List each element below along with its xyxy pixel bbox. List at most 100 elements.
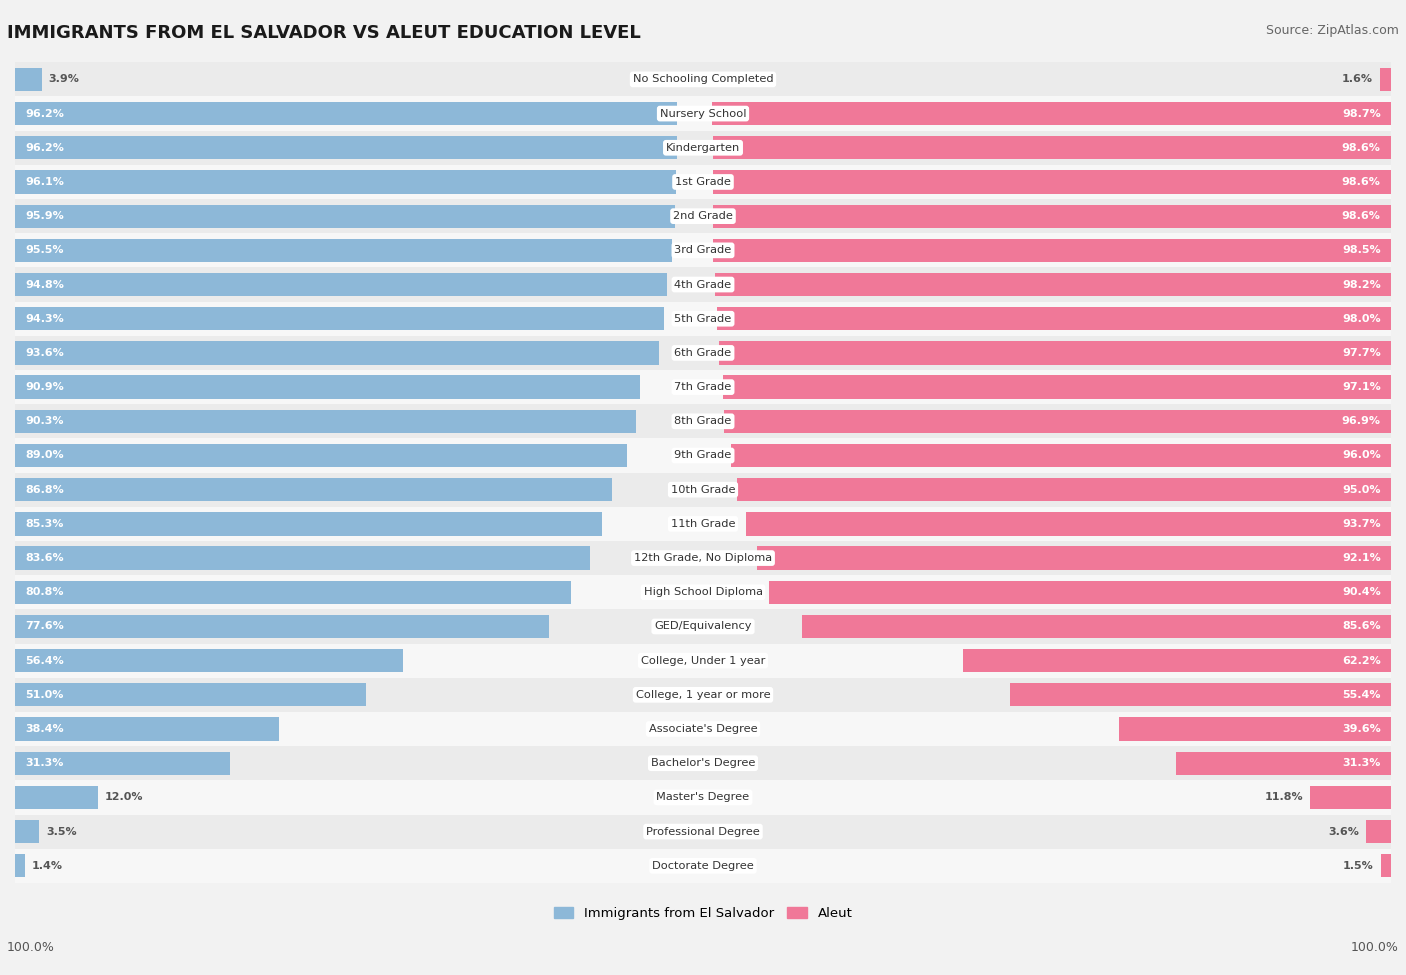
- Text: 3.5%: 3.5%: [46, 827, 76, 837]
- Text: 98.2%: 98.2%: [1341, 280, 1381, 290]
- Text: No Schooling Completed: No Schooling Completed: [633, 74, 773, 85]
- Text: 96.0%: 96.0%: [1341, 450, 1381, 460]
- Text: 85.6%: 85.6%: [1343, 621, 1381, 632]
- Text: 89.0%: 89.0%: [25, 450, 63, 460]
- Text: 4th Grade: 4th Grade: [675, 280, 731, 290]
- Text: 31.3%: 31.3%: [25, 759, 63, 768]
- Bar: [15, 136, 676, 159]
- Bar: [15, 512, 602, 535]
- Text: GED/Equivalency: GED/Equivalency: [654, 621, 752, 632]
- Bar: [15, 68, 42, 91]
- Text: 98.6%: 98.6%: [1341, 142, 1381, 153]
- Text: 1st Grade: 1st Grade: [675, 177, 731, 187]
- Bar: [1010, 683, 1391, 707]
- Text: 96.9%: 96.9%: [1341, 416, 1381, 426]
- Text: 98.5%: 98.5%: [1343, 246, 1381, 255]
- Text: 77.6%: 77.6%: [25, 621, 65, 632]
- Text: 95.5%: 95.5%: [25, 246, 63, 255]
- Bar: [15, 370, 1391, 405]
- Bar: [15, 165, 1391, 199]
- Bar: [1310, 786, 1391, 809]
- Bar: [15, 712, 1391, 746]
- Text: 96.2%: 96.2%: [25, 108, 65, 119]
- Text: 39.6%: 39.6%: [1341, 724, 1381, 734]
- Bar: [723, 375, 1391, 399]
- Text: 9th Grade: 9th Grade: [675, 450, 731, 460]
- Text: 51.0%: 51.0%: [25, 690, 63, 700]
- Bar: [15, 239, 672, 262]
- Text: Nursery School: Nursery School: [659, 108, 747, 119]
- Bar: [963, 649, 1391, 673]
- Bar: [15, 375, 640, 399]
- Text: 56.4%: 56.4%: [25, 655, 65, 666]
- Text: 11.8%: 11.8%: [1264, 793, 1303, 802]
- Bar: [15, 678, 1391, 712]
- Bar: [15, 341, 659, 365]
- Bar: [15, 405, 1391, 439]
- Bar: [15, 649, 404, 673]
- Bar: [15, 854, 25, 878]
- Bar: [15, 444, 627, 467]
- Bar: [1381, 854, 1391, 878]
- Text: 85.3%: 85.3%: [25, 519, 63, 528]
- Bar: [15, 581, 571, 604]
- Bar: [724, 410, 1391, 433]
- Text: 80.8%: 80.8%: [25, 587, 63, 598]
- Text: 98.6%: 98.6%: [1341, 212, 1381, 221]
- Bar: [15, 683, 366, 707]
- Text: 6th Grade: 6th Grade: [675, 348, 731, 358]
- Text: 11th Grade: 11th Grade: [671, 519, 735, 528]
- Bar: [15, 199, 1391, 233]
- Bar: [15, 644, 1391, 678]
- Bar: [716, 273, 1391, 296]
- Text: Master's Degree: Master's Degree: [657, 793, 749, 802]
- Bar: [15, 171, 676, 194]
- Bar: [15, 267, 1391, 301]
- Text: High School Diploma: High School Diploma: [644, 587, 762, 598]
- Text: Source: ZipAtlas.com: Source: ZipAtlas.com: [1265, 24, 1399, 37]
- Text: 95.9%: 95.9%: [25, 212, 65, 221]
- Bar: [15, 62, 1391, 97]
- Bar: [15, 746, 1391, 780]
- Text: 2nd Grade: 2nd Grade: [673, 212, 733, 221]
- Text: 3.6%: 3.6%: [1329, 827, 1360, 837]
- Text: College, 1 year or more: College, 1 year or more: [636, 690, 770, 700]
- Text: 1.6%: 1.6%: [1343, 74, 1374, 85]
- Text: IMMIGRANTS FROM EL SALVADOR VS ALEUT EDUCATION LEVEL: IMMIGRANTS FROM EL SALVADOR VS ALEUT EDU…: [7, 24, 641, 42]
- Text: 100.0%: 100.0%: [1351, 941, 1399, 954]
- Bar: [15, 273, 668, 296]
- Text: 55.4%: 55.4%: [1343, 690, 1381, 700]
- Bar: [769, 581, 1391, 604]
- Text: 98.7%: 98.7%: [1341, 108, 1381, 119]
- Bar: [801, 615, 1391, 638]
- Bar: [1381, 68, 1391, 91]
- Text: 12th Grade, No Diploma: 12th Grade, No Diploma: [634, 553, 772, 564]
- Text: 94.3%: 94.3%: [25, 314, 65, 324]
- Bar: [15, 575, 1391, 609]
- Bar: [15, 752, 231, 775]
- Bar: [15, 131, 1391, 165]
- Bar: [15, 780, 1391, 814]
- Bar: [1119, 718, 1391, 741]
- Text: Associate's Degree: Associate's Degree: [648, 724, 758, 734]
- Bar: [713, 205, 1391, 228]
- Text: 92.1%: 92.1%: [1341, 553, 1381, 564]
- Bar: [15, 473, 1391, 507]
- Text: 96.2%: 96.2%: [25, 142, 65, 153]
- Text: 12.0%: 12.0%: [104, 793, 143, 802]
- Text: 90.9%: 90.9%: [25, 382, 65, 392]
- Bar: [15, 478, 612, 501]
- Bar: [713, 171, 1391, 194]
- Text: 1.5%: 1.5%: [1343, 861, 1374, 871]
- Text: Kindergarten: Kindergarten: [666, 142, 740, 153]
- Text: 83.6%: 83.6%: [25, 553, 63, 564]
- Text: 86.8%: 86.8%: [25, 485, 65, 494]
- Bar: [747, 512, 1391, 535]
- Bar: [15, 718, 280, 741]
- Bar: [15, 233, 1391, 267]
- Bar: [15, 335, 1391, 370]
- Text: 8th Grade: 8th Grade: [675, 416, 731, 426]
- Bar: [15, 786, 97, 809]
- Text: 98.0%: 98.0%: [1343, 314, 1381, 324]
- Text: College, Under 1 year: College, Under 1 year: [641, 655, 765, 666]
